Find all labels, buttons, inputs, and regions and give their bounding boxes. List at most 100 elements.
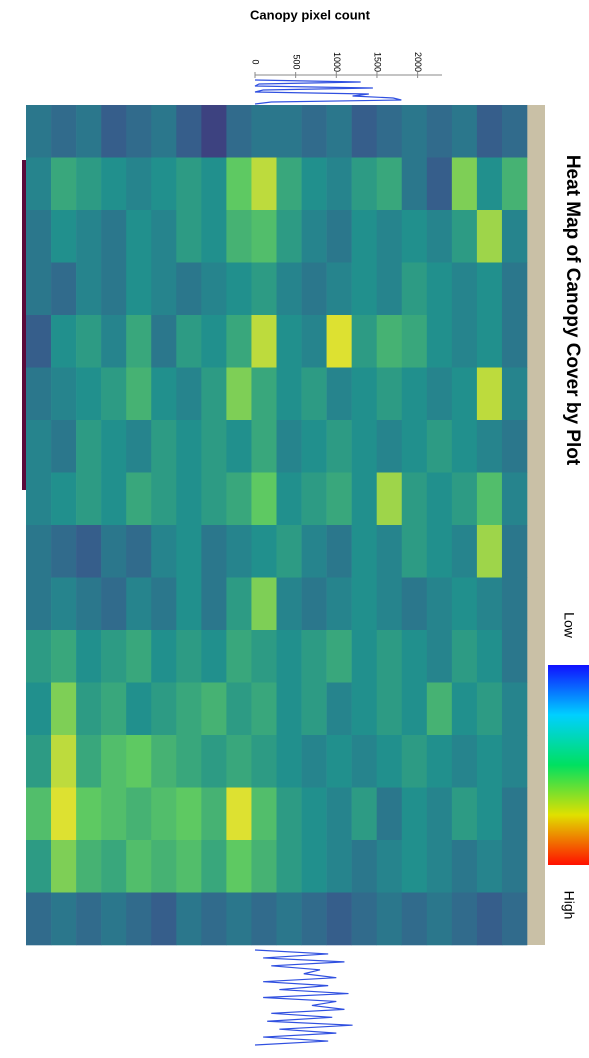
heat-cell <box>452 420 477 473</box>
heat-cell <box>26 210 51 263</box>
heat-cell <box>327 420 352 473</box>
profile-title: Canopy pixel count <box>250 7 371 22</box>
heat-cell <box>101 158 126 211</box>
heat-cell <box>126 473 151 526</box>
heat-cell <box>302 210 327 263</box>
heat-cell <box>251 263 276 316</box>
heat-cell <box>502 158 527 211</box>
heat-cell <box>327 525 352 578</box>
heat-cell <box>427 630 452 683</box>
heat-cell <box>352 420 377 473</box>
heat-cell <box>51 525 76 578</box>
heat-cell <box>126 683 151 736</box>
heat-cell <box>502 473 527 526</box>
heat-cell <box>502 315 527 368</box>
heat-cell <box>201 788 226 841</box>
heat-cell <box>402 210 427 263</box>
heat-cell <box>352 368 377 421</box>
heat-cell <box>277 735 302 788</box>
heat-cell <box>452 683 477 736</box>
heat-cell <box>327 683 352 736</box>
heat-cell <box>352 315 377 368</box>
heat-cell <box>251 788 276 841</box>
heat-cell <box>151 473 176 526</box>
heat-cell <box>76 315 101 368</box>
colorbar-low: Low <box>561 612 577 639</box>
heat-cell <box>452 578 477 631</box>
heat-cell <box>101 788 126 841</box>
heat-cell <box>352 210 377 263</box>
heat-cell <box>352 578 377 631</box>
heat-cell <box>101 473 126 526</box>
heat-cell <box>302 683 327 736</box>
heat-cell <box>302 263 327 316</box>
heat-cell <box>477 893 502 946</box>
heat-cell <box>51 210 76 263</box>
heat-cell <box>126 735 151 788</box>
heat-cell <box>251 578 276 631</box>
heat-cell <box>352 788 377 841</box>
heat-cell <box>477 683 502 736</box>
heat-cell <box>402 263 427 316</box>
heat-cell <box>452 630 477 683</box>
heat-cell <box>201 893 226 946</box>
heat-cell <box>151 788 176 841</box>
heat-cell <box>201 105 226 158</box>
heat-cell <box>151 578 176 631</box>
heat-cell <box>352 263 377 316</box>
heat-cell <box>402 788 427 841</box>
heat-cell <box>302 735 327 788</box>
heat-cell <box>452 210 477 263</box>
heat-cell <box>176 368 201 421</box>
heat-cell <box>76 630 101 683</box>
heat-cell <box>327 788 352 841</box>
heat-cell <box>427 105 452 158</box>
heat-cell <box>201 263 226 316</box>
heat-cell <box>151 735 176 788</box>
heat-cell <box>76 420 101 473</box>
heat-cell <box>452 840 477 893</box>
heat-cell <box>377 683 402 736</box>
heat-cell <box>126 368 151 421</box>
heat-cell <box>402 368 427 421</box>
heat-cell <box>427 158 452 211</box>
heat-cell <box>502 368 527 421</box>
heat-cell <box>176 735 201 788</box>
heat-cell <box>251 893 276 946</box>
heat-cell <box>26 578 51 631</box>
heat-cell <box>101 263 126 316</box>
heat-cell <box>51 893 76 946</box>
heat-cell <box>226 735 251 788</box>
heat-cell <box>251 735 276 788</box>
heat-cell <box>226 788 251 841</box>
heat-cell <box>452 473 477 526</box>
heat-cell <box>126 158 151 211</box>
colorbar-high: High <box>561 891 577 920</box>
heat-cell <box>76 893 101 946</box>
heat-cell <box>201 473 226 526</box>
heat-cell <box>251 840 276 893</box>
heat-cell <box>76 263 101 316</box>
heat-cell <box>51 840 76 893</box>
heat-cell <box>302 158 327 211</box>
heat-cell <box>126 630 151 683</box>
heat-cell <box>327 840 352 893</box>
heat-cell <box>277 893 302 946</box>
heat-cell <box>377 263 402 316</box>
heat-cell <box>201 420 226 473</box>
heat-cell <box>402 158 427 211</box>
heat-cell <box>226 578 251 631</box>
heat-cell <box>76 473 101 526</box>
heat-cell <box>277 368 302 421</box>
heat-cell <box>327 105 352 158</box>
heat-cell <box>176 630 201 683</box>
heat-cell <box>26 420 51 473</box>
x-tick-label: 500 <box>291 54 301 69</box>
heat-cell <box>427 735 452 788</box>
chart-title: Heat Map of Canopy Cover by Plot <box>562 155 583 466</box>
heat-cell <box>26 683 51 736</box>
heat-cell <box>101 105 126 158</box>
heat-cell <box>277 683 302 736</box>
heat-cell <box>26 630 51 683</box>
heat-cell <box>51 578 76 631</box>
